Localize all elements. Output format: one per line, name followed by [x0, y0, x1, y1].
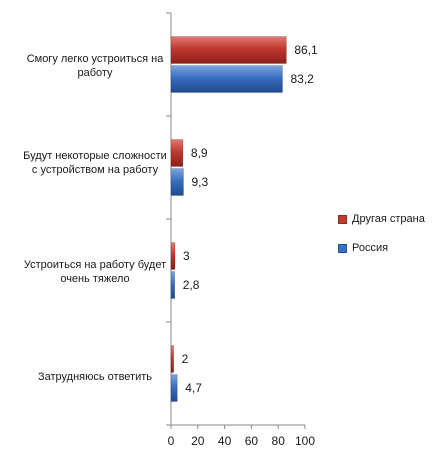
data-label: 4,7 [185, 381, 202, 395]
bar-russia [170, 65, 283, 93]
category-label-2: Будут некоторые сложности с устройством … [23, 150, 167, 176]
x-tick-label: 60 [245, 434, 259, 448]
legend-item-russia: Россия [338, 241, 425, 255]
category-label-3: Устроиться на работу будет очень тяжело [23, 259, 167, 285]
legend-label-other-country: Другая страна [352, 213, 425, 225]
category-label-4: Затрудняюсь ответить [37, 371, 152, 383]
bar-other-country [170, 345, 174, 373]
legend-label-russia: Россия [352, 242, 389, 254]
bar-other-country [170, 36, 287, 64]
bar-russia [170, 271, 176, 299]
data-label: 9,3 [191, 175, 208, 189]
legend: Другая страна Россия [338, 212, 425, 270]
category-label-1: Смогу легко устроиться на работу [26, 53, 164, 79]
x-tick-label: 0 [168, 434, 175, 448]
data-label: 83,2 [290, 72, 314, 86]
data-label: 8,9 [191, 146, 208, 160]
x-tick-label: 40 [218, 434, 232, 448]
legend-swatch-blue [338, 243, 347, 253]
bar-russia [170, 374, 178, 402]
bar-other-country [170, 139, 184, 167]
x-tick-label: 20 [191, 434, 205, 448]
data-label: 2,8 [183, 278, 200, 292]
data-label: 3 [183, 249, 190, 263]
bar-russia [170, 168, 184, 196]
legend-item-other-country: Другая страна [338, 212, 425, 226]
bar-other-country [170, 242, 176, 270]
data-label: 86,1 [294, 43, 318, 57]
data-label: 2 [182, 352, 189, 366]
legend-swatch-red [338, 214, 347, 224]
x-tick-label: 100 [295, 434, 315, 448]
x-tick-label: 80 [272, 434, 286, 448]
